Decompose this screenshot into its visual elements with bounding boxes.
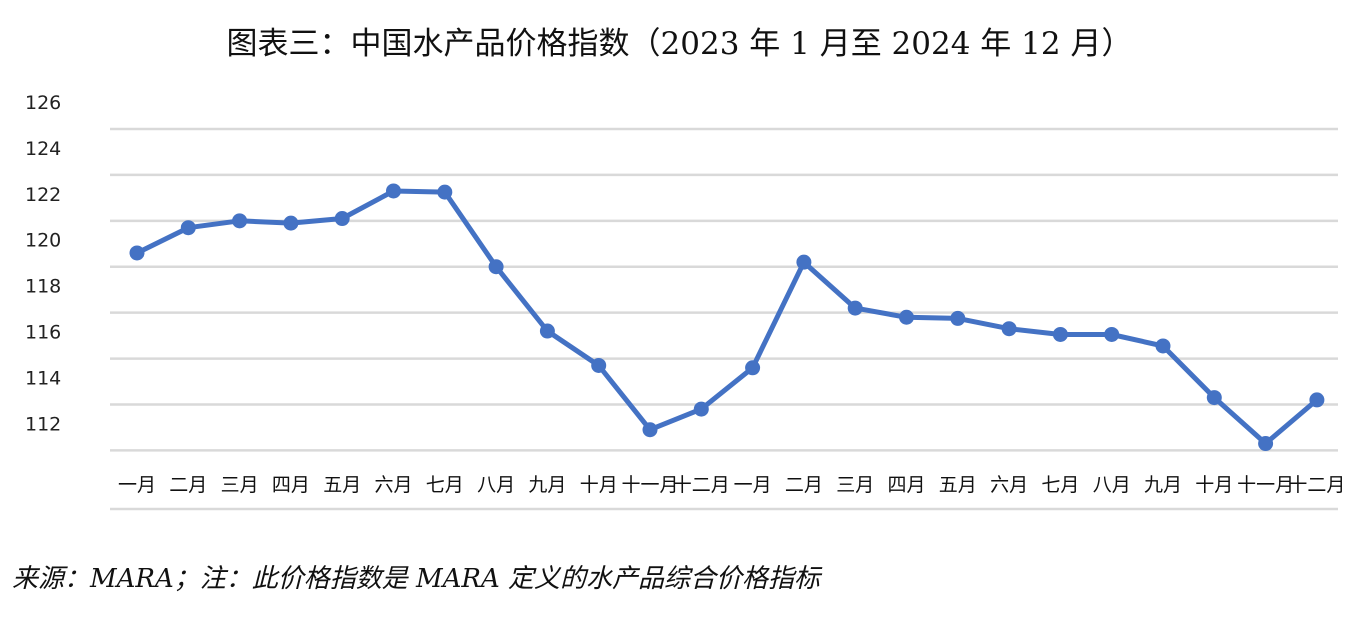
x-tick-label: 八月 <box>1093 474 1131 496</box>
y-tick-label: 126 <box>25 92 61 114</box>
data-point <box>796 254 812 270</box>
gridlines <box>110 127 1338 511</box>
x-tick-label: 四月 <box>272 474 310 496</box>
data-point <box>1155 338 1171 354</box>
x-tick-label: 二月 <box>169 474 207 496</box>
y-tick-label: 112 <box>25 413 61 435</box>
x-tick-label: 十二月 <box>1288 474 1345 496</box>
data-point <box>1206 390 1222 406</box>
x-tick-label: 一月 <box>734 474 772 496</box>
x-tick-label: 三月 <box>221 474 259 496</box>
data-point <box>745 360 761 376</box>
data-point <box>180 220 196 236</box>
data-point <box>847 300 863 316</box>
data-point <box>591 357 607 373</box>
x-tick-label: 十二月 <box>673 474 730 496</box>
y-tick-label: 124 <box>25 138 61 160</box>
line-chart: 112114116118120122124126 一月 二月 三月 四月 五月 六月 七月八… <box>25 92 1345 511</box>
x-tick-label: 八月 <box>477 474 515 496</box>
y-tick-label: 120 <box>25 230 61 252</box>
data-point <box>488 259 504 275</box>
series-line <box>134 188 1320 446</box>
data-point <box>334 211 350 227</box>
data-point <box>1104 326 1120 342</box>
chart-title: 图表三：中国水产品价格指数（2023 年 1 月至 2024 年 12 月） <box>226 26 1133 62</box>
y-tick-label: 116 <box>25 322 61 344</box>
data-points <box>129 183 1325 452</box>
x-tick-label: 十月 <box>580 474 618 496</box>
y-tick-label: 118 <box>25 276 61 298</box>
x-tick-label: 十月 <box>1195 474 1233 496</box>
data-point <box>1258 436 1274 452</box>
x-tick-label: 十一月 <box>621 474 678 496</box>
x-tick-label: 九月 <box>528 474 566 496</box>
x-tick-label: 七月 <box>426 474 464 496</box>
x-tick-label: 十一月 <box>1237 474 1294 496</box>
data-point <box>232 213 248 229</box>
data-point <box>1052 326 1068 342</box>
data-point <box>539 323 555 339</box>
y-axis-ticks: 112 114 116 118 120 122 124 126 <box>25 92 61 435</box>
x-tick-label: 二月 <box>785 474 823 496</box>
x-tick-label: 六月 <box>990 474 1028 496</box>
data-point <box>386 183 401 199</box>
y-tick-label: 114 <box>25 367 61 389</box>
x-tick-label: 三月 <box>836 474 874 496</box>
data-point <box>283 215 299 231</box>
x-tick-label: 五月 <box>323 474 361 496</box>
x-tick-label: 四月 <box>887 474 925 496</box>
data-point <box>1001 321 1017 337</box>
data-point <box>1309 392 1325 408</box>
x-tick-label: 九月 <box>1144 474 1182 496</box>
data-point <box>129 245 145 261</box>
x-tick-label: 一月 <box>118 474 156 496</box>
data-point <box>642 422 658 438</box>
x-tick-label: 七月 <box>1041 474 1079 496</box>
x-tick-label: 六月 <box>374 474 412 496</box>
x-tick-label: 五月 <box>939 474 977 496</box>
source-note: 来源：MARA；注：此价格指数是 MARA 定义的水产品综合价格指标 <box>12 564 821 594</box>
data-point <box>437 184 453 200</box>
data-point <box>899 309 914 325</box>
data-point <box>950 310 966 326</box>
y-tick-label: 122 <box>25 184 61 206</box>
series-line-layer <box>134 188 1320 446</box>
data-point <box>693 401 709 417</box>
